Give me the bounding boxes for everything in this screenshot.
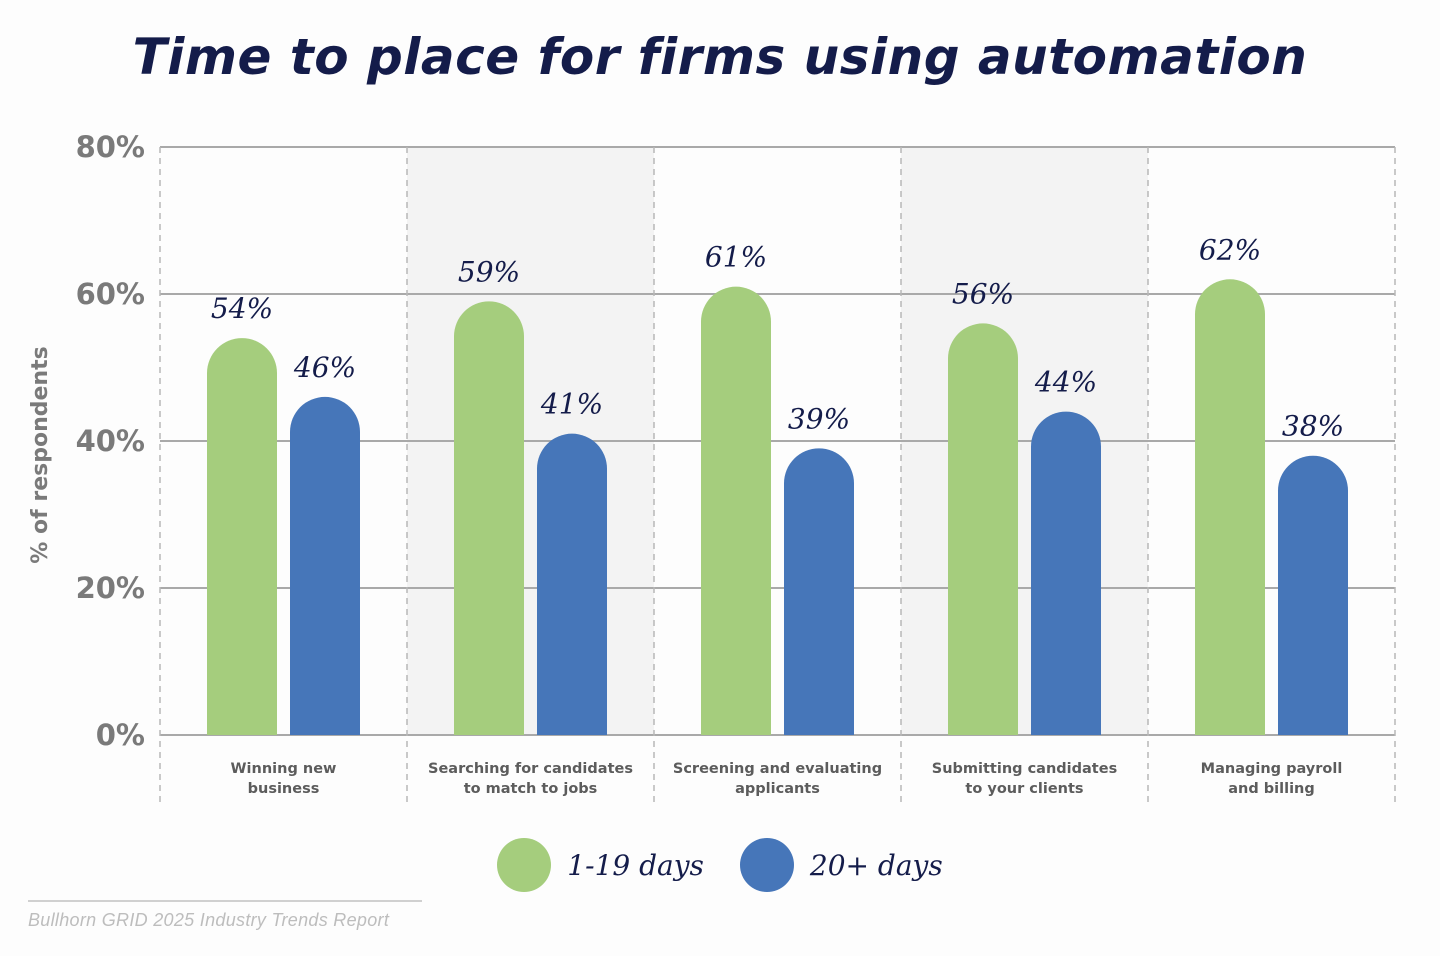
- data-label: 54%: [211, 292, 273, 325]
- data-label: 62%: [1199, 233, 1261, 266]
- category-label: and billing: [1228, 781, 1315, 797]
- y-tick-label: 20%: [76, 571, 145, 605]
- category-label: Screening and evaluating: [673, 761, 882, 777]
- category-label: Searching for candidates: [428, 761, 633, 777]
- legend: 1-19 days 20+ days: [0, 838, 1440, 892]
- y-tick-label: 80%: [76, 130, 145, 164]
- source-note: Bullhorn GRID 2025 Industry Trends Repor…: [28, 910, 390, 930]
- category-label: to match to jobs: [464, 781, 598, 797]
- y-axis-title: % of respondents: [28, 346, 53, 563]
- category-label: Submitting candidates: [932, 761, 1117, 777]
- data-label: 39%: [788, 402, 850, 435]
- y-tick-label: 0%: [96, 718, 145, 752]
- bar-20-plus-days-1: [290, 396, 360, 735]
- category-label: to your clients: [965, 781, 1083, 797]
- data-label: 59%: [458, 255, 520, 288]
- bar-20-plus-days-5: [1278, 455, 1348, 735]
- data-label: 38%: [1282, 410, 1344, 443]
- category-label: business: [248, 781, 320, 797]
- category-label: Winning new: [231, 761, 337, 777]
- data-label: 61%: [705, 241, 767, 274]
- legend-label-1-19-days: 1-19 days: [567, 848, 704, 882]
- y-tick-label: 60%: [76, 277, 145, 311]
- data-label: 56%: [952, 277, 1014, 310]
- legend-swatch-1-19-days: [497, 838, 552, 892]
- bar-20-plus-days-2: [537, 433, 607, 735]
- bar-20-plus-days-4: [1031, 411, 1101, 735]
- bar-1-19-days-5: [1195, 279, 1265, 735]
- bar-chart: 0% 20% 40% 60% 80% % of respondents 54% 59% 61% 5…: [28, 130, 1396, 803]
- legend-item-20-plus-days: 20+ days: [739, 838, 943, 892]
- chart-title: Time to place for firms using automation: [132, 28, 1308, 86]
- bar-1-19-days-2: [454, 301, 524, 735]
- legend-label-20-plus-days: 20+ days: [809, 848, 943, 882]
- data-label: 41%: [540, 388, 603, 421]
- bar-20-plus-days-3: [784, 448, 854, 735]
- y-tick-label: 40%: [76, 424, 145, 458]
- bar-1-19-days-1: [207, 338, 277, 735]
- data-label: 44%: [1034, 366, 1097, 399]
- data-label: 46%: [293, 351, 356, 384]
- legend-swatch-20-plus-days: [739, 838, 794, 892]
- bar-1-19-days-3: [701, 286, 771, 735]
- category-label: applicants: [735, 781, 820, 797]
- bar-1-19-days-4: [948, 323, 1018, 735]
- source-divider: [28, 900, 422, 902]
- category-label: Managing payroll: [1201, 761, 1343, 777]
- legend-item-1-19-days: 1-19 days: [497, 838, 704, 892]
